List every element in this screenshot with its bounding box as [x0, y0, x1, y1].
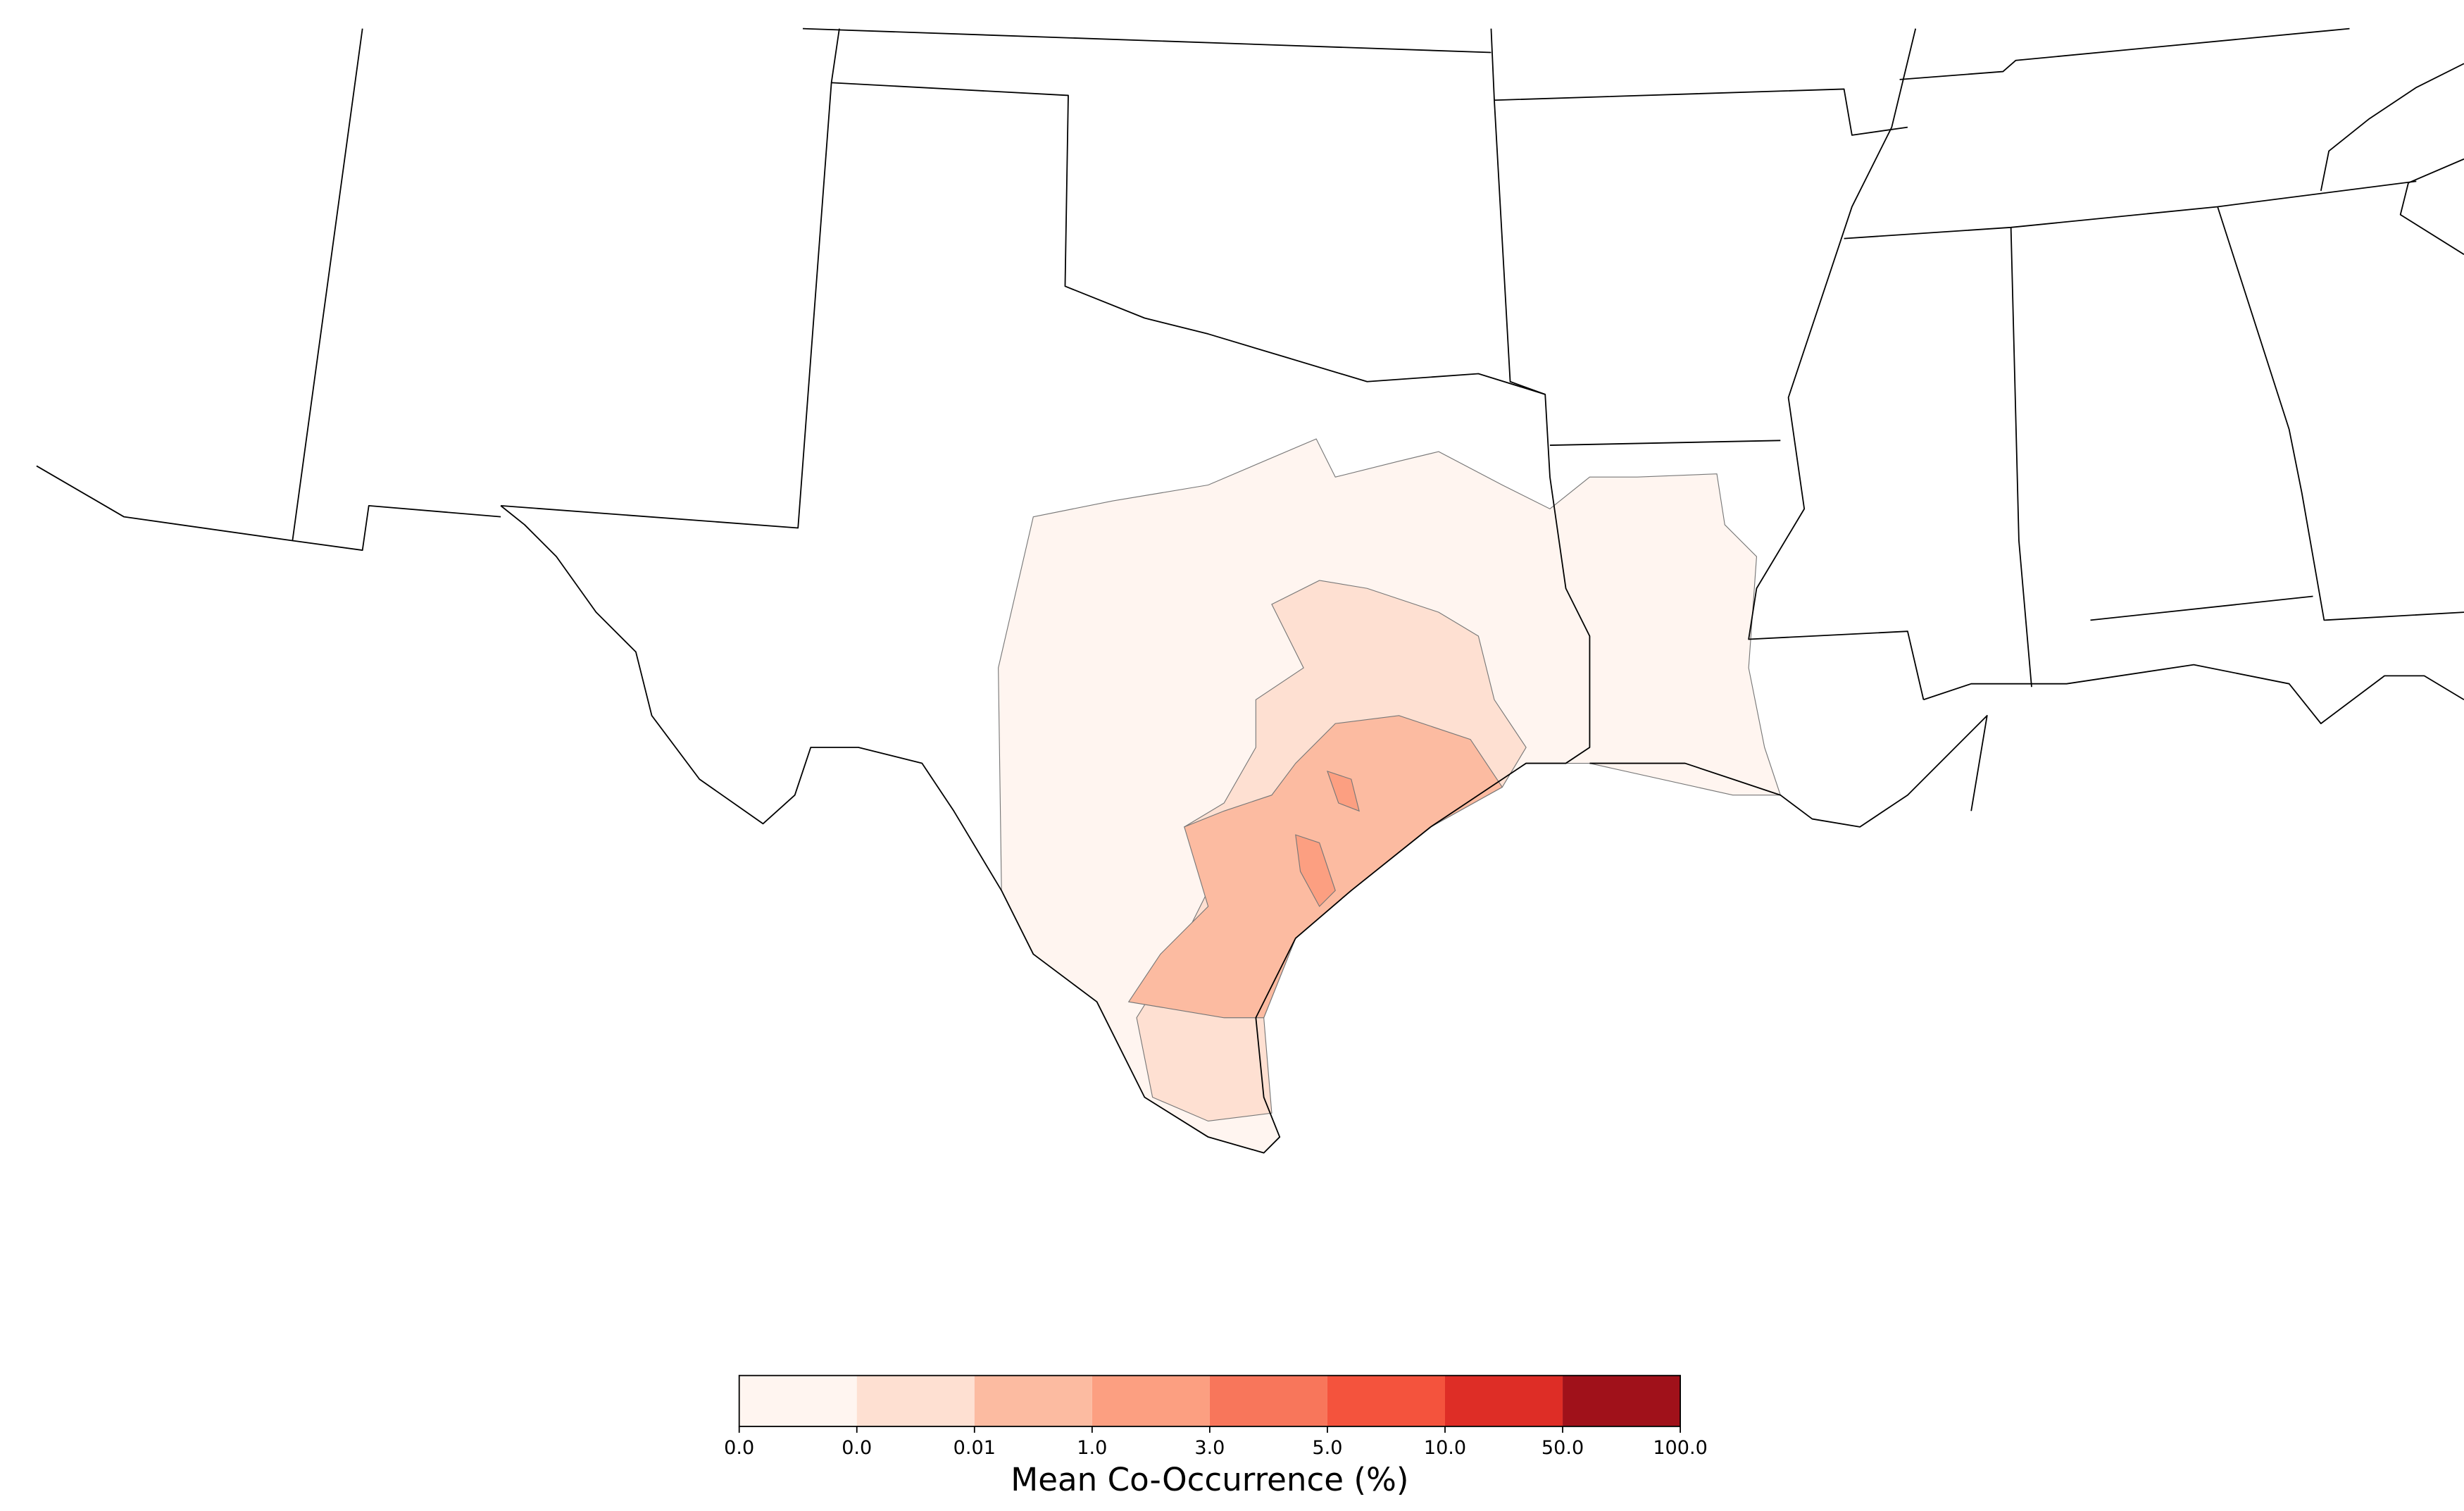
state-border: [292, 28, 363, 541]
colorbar-tick-label: 10.0: [1424, 1437, 1466, 1459]
basins: [998, 438, 1782, 1154]
state-border: [830, 28, 840, 83]
state-border: [1844, 180, 2417, 240]
state-border: [2217, 206, 2464, 621]
colorbar-tick-label: 0.0: [842, 1437, 872, 1459]
state-border: [2010, 227, 2032, 688]
colorbar-tick-label: 0.0: [724, 1437, 754, 1459]
colorbar-tick-label: 50.0: [1541, 1437, 1584, 1459]
coastline: [1589, 714, 1988, 828]
colorbar-tick-label: 5.0: [1312, 1437, 1342, 1459]
colorbar: Mean Co-Occurrence (%) 0.0 0.0 0.01 1.0 3.0 5…: [724, 1374, 1708, 1498]
state-border: [1923, 664, 2464, 725]
state-border: [1490, 28, 1546, 395]
state-border: [1748, 28, 1925, 700]
colorbar-segment: [739, 1375, 857, 1426]
state-border: [2399, 158, 2464, 255]
colorbar-segment: [1092, 1375, 1210, 1426]
colorbar-tick-label: 3.0: [1194, 1437, 1225, 1459]
colorbar-segment: [1327, 1375, 1445, 1426]
state-border: [36, 465, 501, 551]
colorbar-segment: [856, 1375, 975, 1426]
colorbar-label: Mean Co-Occurrence (%): [1011, 1461, 1408, 1498]
colorbar-segment: [1444, 1375, 1563, 1426]
colorbar-segment: [1209, 1375, 1327, 1426]
basin-region: [1295, 770, 1360, 907]
state-borders: [36, 27, 2464, 1154]
state-border: [802, 27, 1491, 54]
colorbar-tick-label: 1.0: [1077, 1437, 1107, 1459]
state-border: [1549, 440, 1781, 446]
state-border: [2320, 63, 2464, 192]
state-border: [1899, 27, 2350, 80]
colorbar-segment: [1563, 1375, 1681, 1426]
colorbar-tick-label: 100.0: [1653, 1437, 1708, 1459]
state-border: [2090, 595, 2313, 621]
colorbar-segment: [974, 1375, 1092, 1426]
texas-border: [500, 82, 1591, 1154]
colorbar-tick-label: 0.01: [953, 1437, 996, 1459]
state-border: [1494, 88, 1908, 136]
